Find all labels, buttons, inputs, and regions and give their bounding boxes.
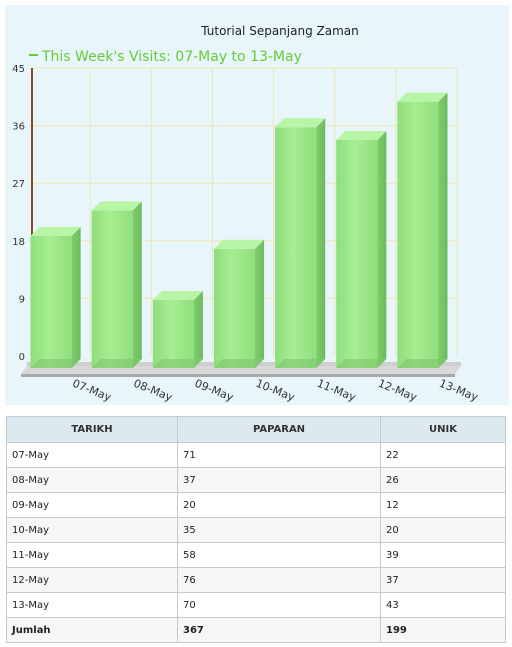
chart-panel: Tutorial Sepanjang Zaman This Week's Vis… <box>5 5 509 405</box>
cell-unique: 22 <box>380 442 506 468</box>
cell-views: 76 <box>177 567 381 593</box>
bar-base <box>397 359 448 368</box>
x-tick-label: 09-May <box>193 377 236 404</box>
table-total-row: Jumlah 367 199 <box>6 617 506 643</box>
bar <box>397 101 439 368</box>
table-row: 10-May 35 20 <box>6 517 506 543</box>
table-row: 07-May 71 22 <box>6 442 506 468</box>
bar-side <box>255 239 265 368</box>
table-row: 13-May 70 43 <box>6 592 506 618</box>
bar-side <box>71 227 81 368</box>
bar <box>213 248 256 368</box>
x-tick-label: 08-May <box>132 377 175 404</box>
bar <box>30 236 72 368</box>
plot-area: 0 9 18 27 36 45 07-May 08-May 09-May 10-May 11-May… <box>12 64 480 404</box>
cell-unique: 12 <box>380 492 506 518</box>
header-paparan: PAPARAN <box>177 416 381 443</box>
y-tick-label: 45 <box>12 64 25 75</box>
cell-views: 35 <box>177 517 381 543</box>
y-tick-label: 0 <box>19 352 25 363</box>
bar-chart: Tutorial Sepanjang Zaman This Week's Vis… <box>12 24 480 404</box>
y-tick-label: 36 <box>12 122 25 133</box>
bar-side <box>316 118 326 368</box>
x-tick-label: 10-May <box>254 377 297 404</box>
table-row: 08-May 37 26 <box>6 467 506 493</box>
x-tick-label: 12-May <box>376 377 419 404</box>
cell-date: 07-May <box>6 442 178 468</box>
bar-side <box>132 201 142 368</box>
total-views: 367 <box>177 617 381 643</box>
cell-unique: 20 <box>380 517 506 543</box>
bar-top <box>275 118 326 128</box>
cell-date: 09-May <box>6 492 178 518</box>
bar-base <box>152 359 203 368</box>
bar <box>336 140 378 368</box>
bar-top <box>91 201 142 211</box>
cell-unique: 43 <box>380 592 506 618</box>
floor-edge <box>21 374 455 377</box>
bar-side <box>438 92 448 368</box>
table-row: 12-May 76 37 <box>6 567 506 593</box>
bar-top <box>336 131 387 140</box>
table-row: 09-May 20 12 <box>6 492 506 518</box>
cell-unique: 37 <box>380 567 506 593</box>
bar-top <box>213 239 265 249</box>
table-row: 11-May 58 39 <box>6 542 506 568</box>
bar-top <box>152 291 203 300</box>
bar <box>152 300 194 368</box>
cell-unique: 39 <box>380 542 506 568</box>
bar-side <box>193 291 203 368</box>
bar-side <box>377 131 387 368</box>
cell-unique: 26 <box>380 467 506 493</box>
stats-table: TARIKH PAPARAN UNIK 07-May 71 22 08-May … <box>6 416 506 643</box>
cell-date: 13-May <box>6 592 178 618</box>
y-tick-label: 9 <box>19 294 25 305</box>
bar-base <box>336 359 387 368</box>
cell-views: 58 <box>177 542 381 568</box>
x-tick-label: 11-May <box>315 377 358 404</box>
cell-date: 11-May <box>6 542 178 568</box>
bar-base <box>91 359 142 368</box>
y-tick-label: 18 <box>12 237 25 248</box>
cell-date: 12-May <box>6 567 178 593</box>
bar-base <box>275 359 326 368</box>
y-tick-label: 27 <box>12 179 25 190</box>
x-tick-label: 13-May <box>437 377 480 404</box>
header-unik: UNIK <box>380 416 506 443</box>
bar <box>275 127 317 368</box>
cell-views: 20 <box>177 492 381 518</box>
legend-label: This Week's Visits: 07-May to 13-May <box>41 49 302 65</box>
bar <box>91 210 133 368</box>
cell-views: 71 <box>177 442 381 468</box>
cell-views: 37 <box>177 467 381 493</box>
bar-top <box>397 92 448 102</box>
cell-date: 10-May <box>6 517 178 543</box>
bar-base <box>213 359 265 368</box>
bar-top <box>30 227 81 236</box>
bar-base <box>30 359 81 368</box>
x-tick-label: 07-May <box>70 377 113 404</box>
header-tarikh: TARIKH <box>6 416 178 443</box>
total-unique: 199 <box>380 617 506 643</box>
total-label: Jumlah <box>6 617 178 643</box>
table-header-row: TARIKH PAPARAN UNIK <box>6 416 506 443</box>
cell-views: 70 <box>177 592 381 618</box>
chart-title: Tutorial Sepanjang Zaman <box>200 24 358 38</box>
cell-date: 08-May <box>6 467 178 493</box>
